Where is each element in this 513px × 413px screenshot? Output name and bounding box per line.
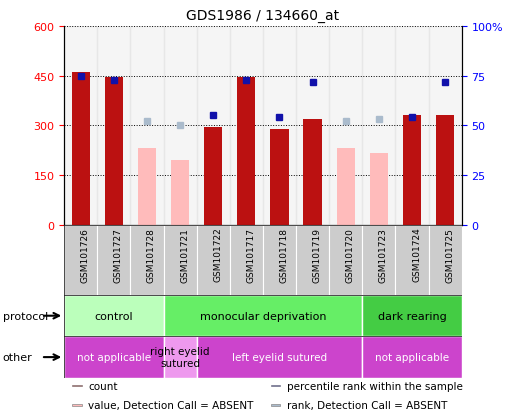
Bar bbox=[97, 27, 130, 225]
Bar bbox=[204, 128, 222, 225]
Bar bbox=[64, 337, 164, 378]
Bar bbox=[64, 225, 97, 295]
Text: GSM101724: GSM101724 bbox=[412, 227, 421, 282]
Bar bbox=[171, 161, 189, 225]
Bar bbox=[362, 295, 462, 337]
Text: dark rearing: dark rearing bbox=[378, 311, 446, 321]
Text: GSM101719: GSM101719 bbox=[312, 227, 322, 282]
Bar bbox=[64, 27, 97, 225]
Bar bbox=[362, 337, 462, 378]
Bar bbox=[237, 78, 255, 225]
Text: value, Detection Call = ABSENT: value, Detection Call = ABSENT bbox=[88, 400, 253, 410]
Bar bbox=[329, 27, 362, 225]
Bar bbox=[370, 154, 388, 225]
Bar bbox=[263, 225, 296, 295]
Bar bbox=[329, 225, 362, 295]
Bar bbox=[230, 225, 263, 295]
Text: GSM101721: GSM101721 bbox=[180, 227, 189, 282]
Title: GDS1986 / 134660_at: GDS1986 / 134660_at bbox=[186, 9, 340, 23]
Text: left eyelid sutured: left eyelid sutured bbox=[232, 352, 327, 362]
Text: other: other bbox=[3, 352, 32, 362]
Text: GSM101727: GSM101727 bbox=[114, 227, 123, 282]
Text: GSM101718: GSM101718 bbox=[280, 227, 288, 282]
Bar bbox=[271, 404, 281, 406]
Bar bbox=[196, 27, 230, 225]
Bar bbox=[164, 337, 196, 378]
Text: not applicable: not applicable bbox=[375, 352, 449, 362]
Bar bbox=[304, 119, 322, 225]
Text: GSM101722: GSM101722 bbox=[213, 227, 222, 282]
Text: percentile rank within the sample: percentile rank within the sample bbox=[287, 381, 463, 391]
Bar bbox=[164, 295, 362, 337]
Text: right eyelid
sutured: right eyelid sutured bbox=[150, 347, 210, 368]
Bar bbox=[436, 116, 454, 225]
Text: not applicable: not applicable bbox=[77, 352, 151, 362]
Bar bbox=[72, 385, 82, 386]
Bar bbox=[164, 27, 196, 225]
Bar bbox=[263, 27, 296, 225]
Bar bbox=[270, 129, 289, 225]
Text: count: count bbox=[88, 381, 117, 391]
Bar bbox=[230, 27, 263, 225]
Text: GSM101728: GSM101728 bbox=[147, 227, 156, 282]
Text: rank, Detection Call = ABSENT: rank, Detection Call = ABSENT bbox=[287, 400, 447, 410]
Bar bbox=[337, 149, 355, 225]
Text: GSM101726: GSM101726 bbox=[81, 227, 90, 282]
Bar bbox=[105, 78, 123, 225]
Bar bbox=[130, 27, 164, 225]
Bar bbox=[396, 225, 428, 295]
Bar bbox=[138, 149, 156, 225]
Bar bbox=[296, 225, 329, 295]
Bar bbox=[196, 225, 230, 295]
Bar bbox=[396, 27, 428, 225]
Bar bbox=[64, 295, 164, 337]
Bar bbox=[196, 337, 362, 378]
Bar bbox=[97, 225, 130, 295]
Bar bbox=[72, 73, 90, 225]
Bar bbox=[130, 225, 164, 295]
Bar bbox=[362, 225, 396, 295]
Text: monocular deprivation: monocular deprivation bbox=[200, 311, 326, 321]
Bar bbox=[271, 385, 281, 386]
Text: GSM101725: GSM101725 bbox=[445, 227, 454, 282]
Text: protocol: protocol bbox=[3, 311, 48, 321]
Bar bbox=[362, 27, 396, 225]
Bar bbox=[403, 116, 421, 225]
Text: control: control bbox=[94, 311, 133, 321]
Bar bbox=[72, 404, 82, 406]
Bar bbox=[164, 225, 196, 295]
Text: GSM101723: GSM101723 bbox=[379, 227, 388, 282]
Bar bbox=[296, 27, 329, 225]
Bar bbox=[428, 27, 462, 225]
Text: GSM101717: GSM101717 bbox=[246, 227, 255, 282]
Text: GSM101720: GSM101720 bbox=[346, 227, 355, 282]
Bar bbox=[428, 225, 462, 295]
